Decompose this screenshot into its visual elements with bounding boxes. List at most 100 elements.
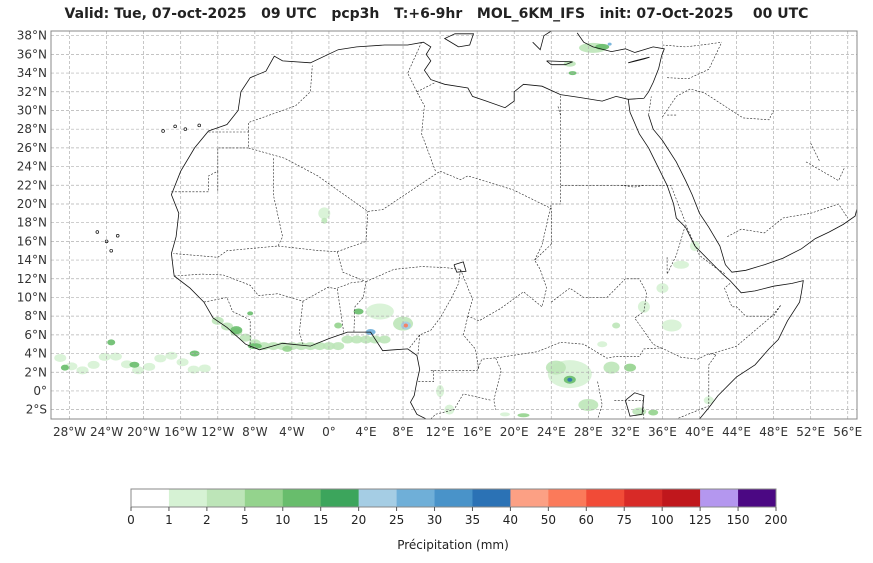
colorbar-tick-label: 50 (541, 513, 556, 527)
title-valid: Valid: Tue, 07-oct-2025 (64, 6, 247, 22)
country-border (416, 370, 434, 382)
lon-tick-label: 0° (322, 425, 336, 439)
country-border (805, 161, 846, 182)
precip-south-sudan (612, 322, 621, 329)
colorbar-swatch (586, 489, 625, 507)
lon-tick-label: 36°E (648, 425, 677, 439)
lon-tick-label: 28°W (53, 425, 86, 439)
coastline-sicily (443, 33, 475, 48)
coastline-arabia (648, 114, 858, 273)
map-frame (50, 30, 858, 420)
map-border (50, 30, 858, 420)
precip-atlantic-band (154, 354, 167, 363)
colorbar-swatch (282, 489, 322, 507)
colorbar-tick-label: 30 (427, 513, 442, 527)
precip-guinea-cell (247, 311, 254, 316)
lon-tick-label: 20°E (500, 425, 529, 439)
country-border (662, 41, 722, 48)
colorbar-outline (130, 488, 777, 508)
country-border (298, 301, 304, 345)
precip-central-africa-core (624, 363, 637, 372)
lat-tick-label: 32°N (17, 85, 47, 99)
precipitation-layer (54, 42, 714, 418)
colorbar-swatch (244, 489, 284, 507)
precip-atlantic-band (54, 353, 67, 362)
precip-congo-core (517, 413, 530, 418)
coastline-cyprus (628, 56, 650, 64)
precip-atlantic-band (120, 360, 133, 369)
lat-tick-label: 2°S (26, 403, 47, 417)
precip-central-africa-cell (567, 377, 573, 382)
precip-atlantic-core (129, 361, 140, 368)
country-border (430, 393, 492, 420)
title-init: init: 07-Oct-2025 (599, 6, 734, 22)
precip-atlantic-band (109, 352, 122, 361)
country-border (460, 243, 552, 322)
country-border (551, 278, 663, 350)
colorbar-swatch (738, 489, 777, 507)
country-border (727, 203, 848, 237)
lat-tick-label: 26°N (17, 141, 47, 155)
colorbar-swatch (168, 489, 208, 507)
colorbar-tick-label: 15 (313, 513, 328, 527)
country-border (534, 185, 686, 261)
coastline-greece (532, 30, 552, 51)
country-border (203, 297, 251, 350)
precip-central-africa (545, 360, 566, 375)
precip-atlantic-band (198, 364, 211, 373)
precip-congo (499, 412, 510, 417)
colorbar-tick-label: 75 (617, 513, 632, 527)
colorbar-swatch (700, 489, 739, 507)
colorbar-tick-label: 25 (389, 513, 404, 527)
country-border (493, 358, 502, 410)
lat-tick-label: 10°N (17, 290, 47, 304)
lat-tick-label: 38°N (17, 29, 47, 43)
lon-tick-label: 24°E (537, 425, 566, 439)
country-border (174, 273, 345, 334)
island-outline (173, 124, 177, 129)
country-border (462, 316, 480, 371)
lat-tick-label: 24°N (17, 160, 47, 174)
precip-atlantic-band (176, 358, 189, 367)
island-outline (115, 234, 120, 238)
lon-tick-label: 48°E (759, 425, 788, 439)
country-border (662, 88, 774, 121)
island-outline (95, 230, 100, 234)
country-border (666, 223, 726, 275)
colorbar-tick-label: 1 (165, 513, 173, 527)
colorbar-swatch (131, 489, 170, 507)
title-model: MOL_6KM_IFS (476, 6, 586, 22)
coastline-west-africa (171, 253, 427, 420)
island-outline (161, 129, 165, 133)
colorbar-tick-label: 0 (127, 513, 135, 527)
colorbar-swatch (624, 489, 663, 507)
island-outline (197, 123, 201, 128)
precip-turkey-cell (607, 42, 612, 46)
colorbar-tick-label: 150 (727, 513, 750, 527)
lon-tick-label: 8°W (242, 425, 268, 439)
title-range: T:+6-9hr (394, 6, 463, 22)
lon-tick-label: 4°W (279, 425, 305, 439)
colorbar-swatch (396, 489, 435, 507)
lon-tick-label: 20°W (127, 425, 160, 439)
colorbar-tick-label: 2 (203, 513, 211, 527)
lat-tick-label: 2°N (24, 365, 47, 379)
country-border (208, 131, 552, 245)
precip-guinea-coast-band (295, 342, 308, 351)
precip-atlantic-band (143, 362, 156, 371)
precip-guinea-coast-band (313, 342, 326, 351)
lon-tick-label: 12°E (426, 425, 455, 439)
colorbar-swatch (358, 489, 397, 507)
lon-tick-label: 56°E (833, 425, 862, 439)
latitude-labels: 38°N 36°N 34°N 32°N 30°N 28°N 26°N 24°N 22°N 20°N… (17, 29, 47, 417)
country-border (648, 96, 652, 116)
lon-tick-label: 4°E (355, 425, 376, 439)
lat-tick-label: 0° (33, 384, 47, 398)
precip-nigeria-cell-core (403, 323, 409, 328)
country-border (337, 251, 367, 333)
country-border (337, 281, 364, 289)
lon-tick-label: 24°W (90, 425, 123, 439)
country-border (557, 105, 561, 116)
coastline-crete (546, 60, 573, 66)
